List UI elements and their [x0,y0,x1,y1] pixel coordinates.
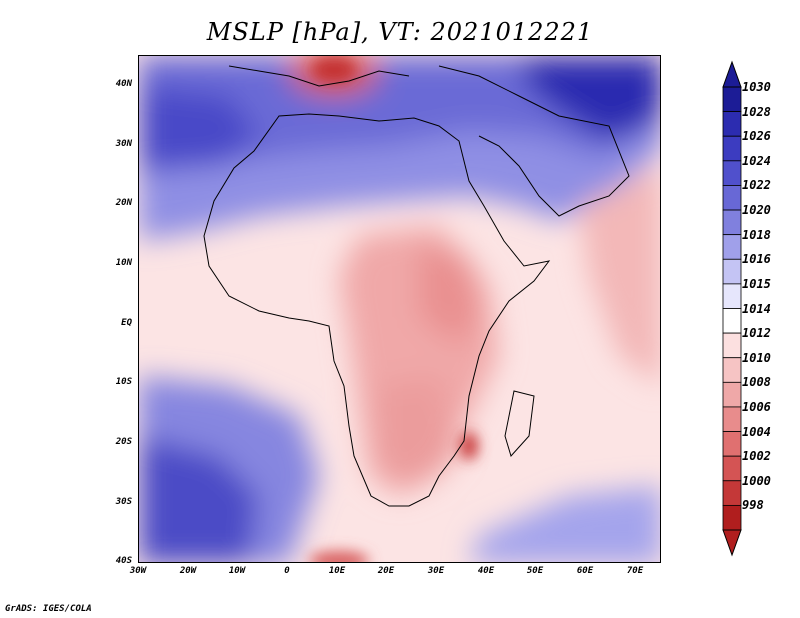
colorbar-swatch [722,135,742,162]
lat-label: EQ [121,318,132,328]
lat-label: 30S [115,497,132,507]
credit-text: GrADS: IGES/COLA [5,604,92,614]
lat-label: 40S [115,556,132,566]
lon-label: 50E [526,566,544,576]
mslp-field [139,56,660,562]
colorbar-label: 1022 [742,178,771,193]
lon-label: 20W [179,566,197,576]
colorbar-label: 1026 [742,129,771,144]
lon-label: 10E [328,566,346,576]
colorbar-swatch [722,185,742,211]
colorbar-label: 1006 [742,399,771,414]
colorbar-label: 1008 [742,375,771,390]
lon-label: 10W [228,566,246,576]
colorbar-swatch [722,357,742,383]
lon-label: 40E [477,566,495,576]
colorbar-label: 1024 [742,153,771,168]
colorbar-swatch [722,332,742,359]
colorbar-bottom-arrow [722,529,742,557]
lat-label: 10N [115,258,132,268]
colorbar-swatch [722,234,742,260]
colorbar-swatch [722,431,742,457]
mslp-map [138,55,661,563]
colorbar-label: 1018 [742,227,771,242]
colorbar-swatch [722,258,742,285]
lat-label: 10S [115,377,132,387]
colorbar-label: 998 [742,498,764,513]
colorbar-label: 1030 [742,80,771,94]
lat-label: 30N [115,139,132,149]
lon-label: 30W [129,566,147,576]
colorbar-swatch [722,455,742,482]
colorbar-swatch [722,381,742,408]
colorbar-swatch [722,111,742,137]
lon-label: 20E [377,566,395,576]
colorbar-label: 1015 [742,276,771,291]
colorbar-swatch [722,406,742,432]
colorbar-swatch [722,480,742,506]
colorbar-label: 1004 [742,424,771,439]
colorbar-swatch [722,283,742,309]
lon-label: 70E [626,566,644,576]
colorbar-swatch [722,504,742,531]
lat-label: 40N [115,79,132,89]
colorbar-label: 1016 [742,252,771,267]
coastlines [203,65,630,507]
colorbar-top-arrow [722,60,742,88]
colorbar-label: 1000 [742,473,771,488]
lon-label: 0 [284,566,290,576]
colorbar-label: 1002 [742,449,771,464]
colorbar [722,60,742,557]
colorbar-swatch [722,160,742,186]
chart-title: MSLP [hPa], VT: 2021012221 [206,18,594,46]
lon-label: 60E [576,566,594,576]
lat-label: 20S [115,437,132,447]
lat-label: 20N [115,198,132,208]
colorbar-label: 1028 [742,104,771,119]
lon-label: 30E [427,566,445,576]
colorbar-label: 1014 [742,301,771,316]
colorbar-label: 1012 [742,326,771,341]
colorbar-label: 1010 [742,350,771,365]
colorbar-swatch [722,209,742,236]
colorbar-swatch [722,86,742,113]
colorbar-label: 1020 [742,203,771,218]
colorbar-swatch [722,308,742,334]
